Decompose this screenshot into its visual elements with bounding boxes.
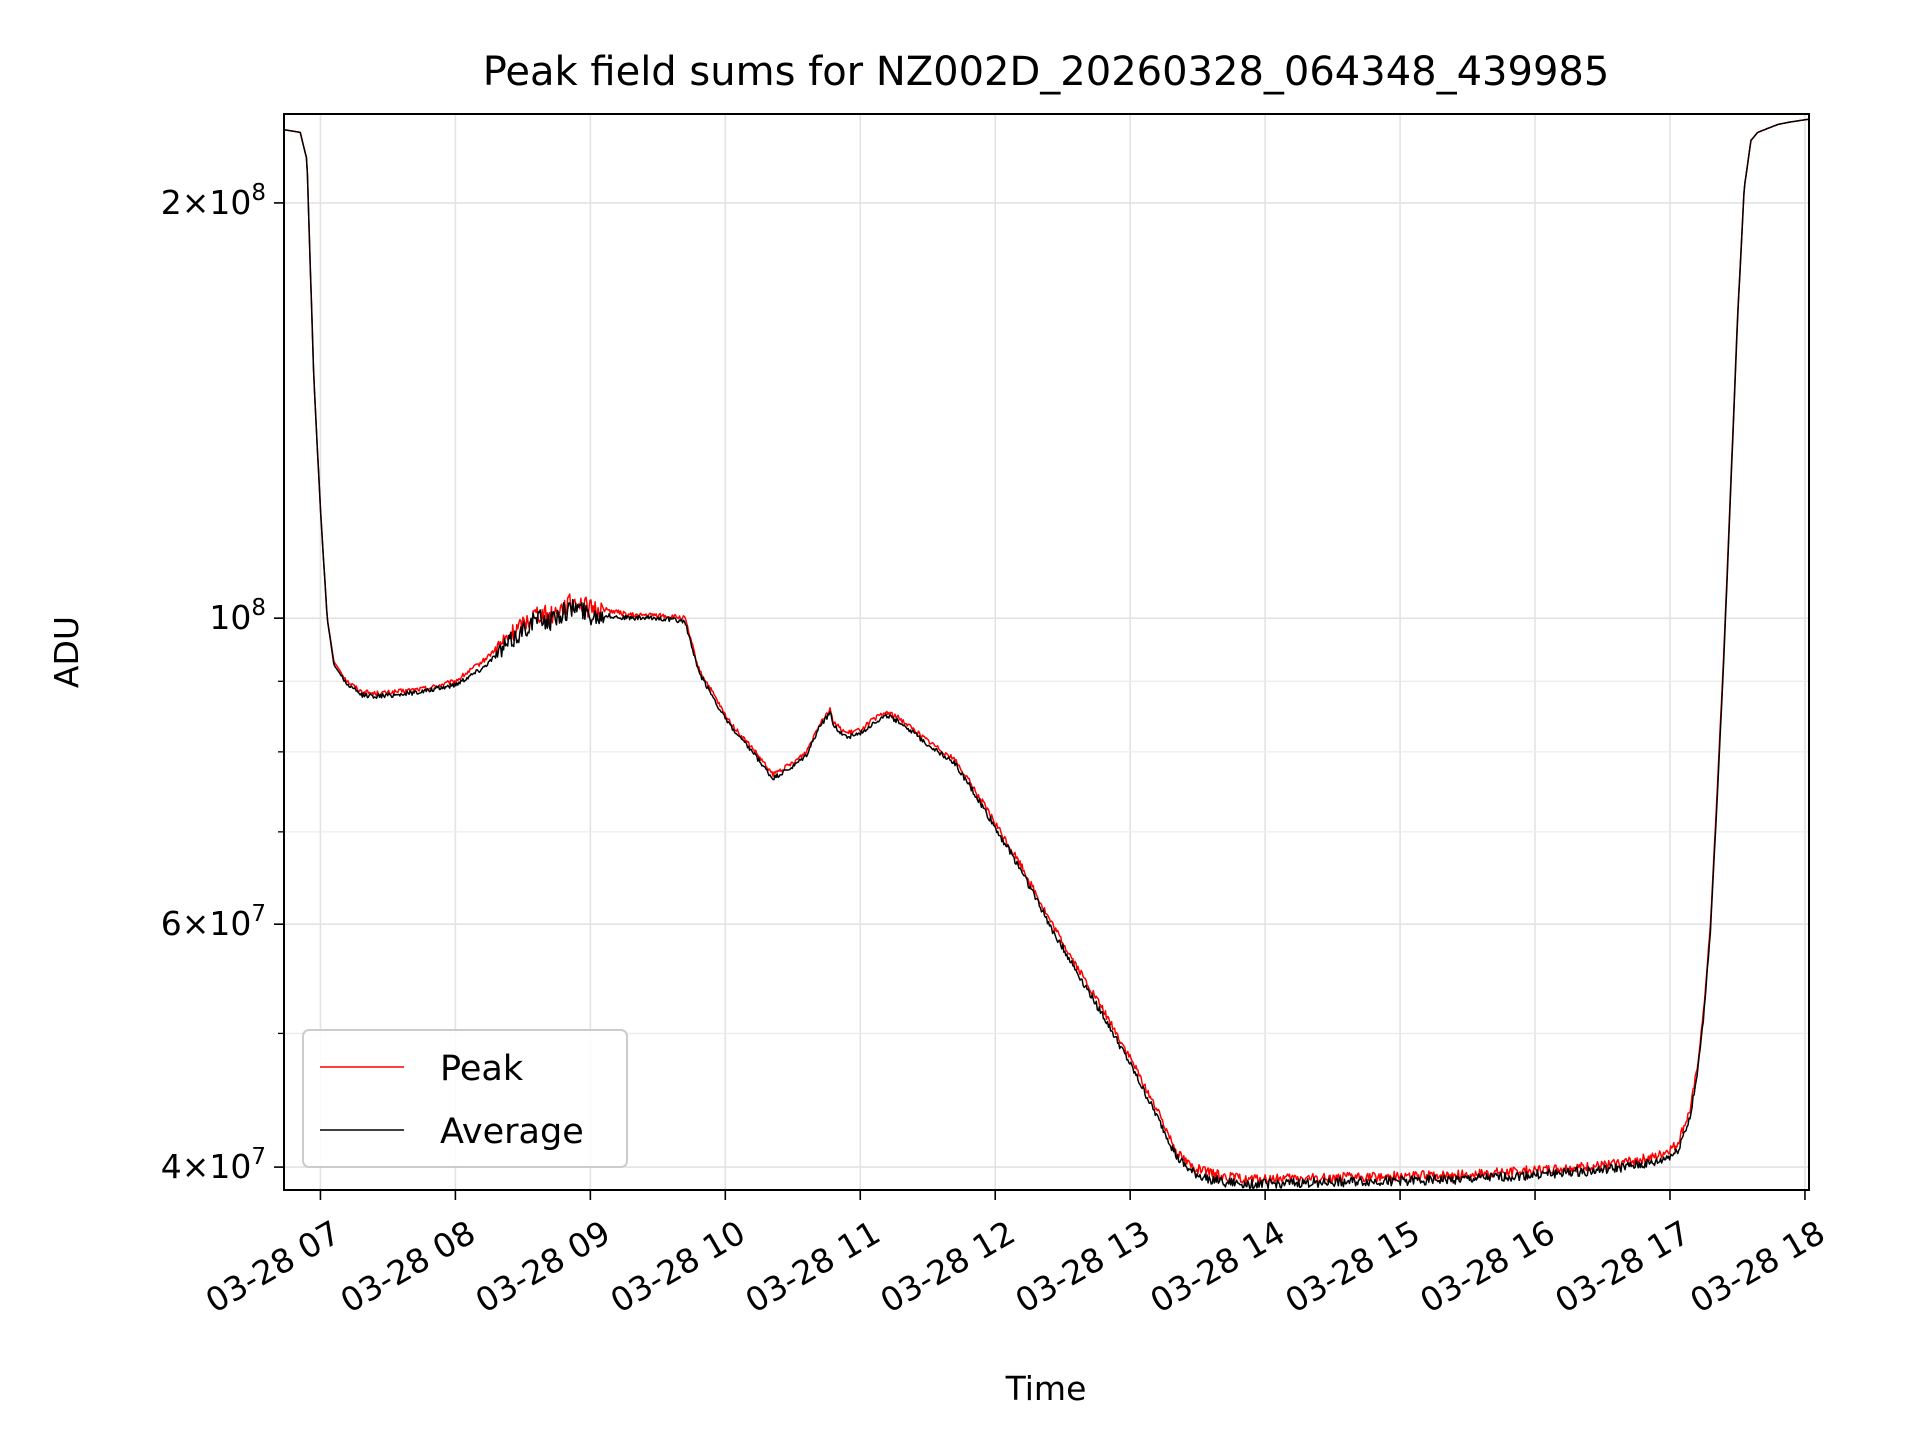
y-tick-mantissa: 4×10 — [161, 1147, 252, 1186]
y-tick-label: 108 — [209, 595, 266, 637]
legend-box — [302, 1029, 628, 1168]
y-tick-mantissa: 10 — [209, 598, 251, 637]
y-tick-exponent: 7 — [251, 1144, 266, 1170]
y-tick-mantissa: 2×10 — [161, 183, 252, 222]
y-tick-exponent: 7 — [251, 901, 266, 927]
plot-frame — [283, 113, 1810, 1191]
y-tick-mantissa: 6×10 — [161, 904, 252, 943]
y-tick-label: 6×107 — [161, 901, 266, 943]
y-tick-exponent: 8 — [251, 180, 266, 206]
y-tick-label: 2×108 — [161, 180, 266, 222]
legend-label-peak: Peak — [440, 1049, 524, 1089]
legend-label-average: Average — [440, 1112, 584, 1152]
chart-title: Peak field sums for NZ002D_20260328_0643… — [483, 49, 1610, 95]
series-group — [283, 118, 1810, 1190]
x-axis-title: Time — [1005, 1369, 1087, 1408]
legend: Peak Average — [302, 1029, 628, 1168]
y-tick-exponent: 8 — [251, 595, 266, 621]
y-axis-title: ADU — [47, 616, 86, 688]
y-tick-label: 4×107 — [161, 1144, 266, 1186]
series-line-average — [283, 118, 1810, 1190]
